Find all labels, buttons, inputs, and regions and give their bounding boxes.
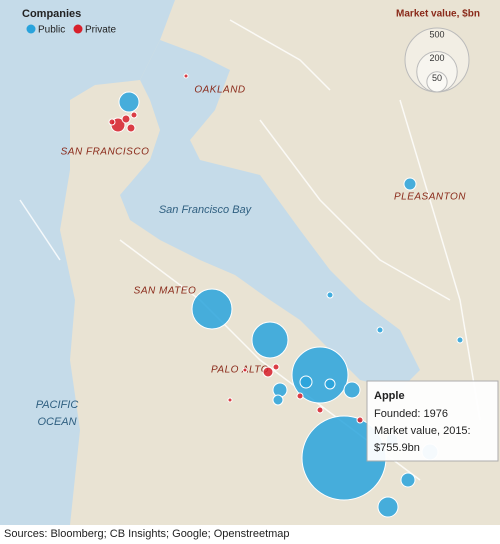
bubbles — [108, 73, 464, 518]
tooltip-title: Apple — [374, 390, 405, 402]
water-label: PACIFIC — [36, 399, 79, 411]
road — [19, 19, 481, 481]
company-bubble — [456, 336, 464, 344]
tooltip-box — [366, 380, 499, 462]
size-legend: Market value, $bn 500 200 50 — [396, 9, 480, 93]
company-bubble — [121, 114, 131, 124]
legend-swatch — [26, 24, 36, 34]
place-label: SAN MATEO — [134, 286, 197, 297]
company-bubble — [356, 416, 364, 424]
water-label: OCEAN — [37, 416, 76, 428]
size-legend-label: 500 — [429, 29, 444, 39]
water-label: San Francisco Bay — [159, 204, 253, 216]
legend-swatch — [73, 24, 83, 34]
company-bubble — [326, 291, 334, 299]
tooltip-line: Market value, 2015: — [374, 425, 471, 437]
company-bubble — [324, 378, 336, 390]
company-bubble — [272, 363, 280, 371]
size-legend-label: 200 — [429, 53, 444, 63]
company-bubble — [299, 375, 313, 389]
company-bubble — [376, 326, 384, 334]
company-bubble — [183, 73, 189, 79]
company-bubble — [242, 367, 248, 373]
company-bubble — [130, 111, 138, 119]
company-bubble — [377, 496, 399, 518]
company-bubble — [251, 321, 289, 359]
company-bubble — [403, 177, 417, 191]
company-bubble — [227, 397, 233, 403]
company-bubble — [343, 381, 361, 399]
company-bubble — [191, 288, 233, 330]
company-bubble — [108, 118, 116, 126]
tooltip-line: Founded: 1976 — [374, 408, 448, 420]
bay — [120, 40, 420, 390]
company-bubble — [296, 392, 304, 400]
source: Sources: Bloomberg; CB Insights; Google;… — [4, 528, 290, 540]
company-bubble — [272, 394, 284, 406]
tooltip: Apple Founded: 1976 Market value, 2015: … — [366, 380, 499, 462]
tooltip-line: $755.9bn — [374, 442, 420, 454]
company-bubble — [126, 123, 136, 133]
legend-item: Private — [85, 25, 117, 36]
map: OAKLAND SAN FRANCISCO San Francisco Bay … — [0, 0, 500, 525]
size-legend-circle — [426, 71, 448, 93]
legend-item: Public — [38, 25, 65, 36]
legend-title: Companies — [22, 8, 81, 20]
company-bubble — [262, 366, 274, 378]
legend: Companies Public Private — [22, 8, 117, 36]
place-label: OAKLAND — [194, 85, 245, 96]
company-bubble — [291, 346, 349, 404]
size-legend-label: 50 — [432, 73, 442, 83]
company-bubble — [316, 406, 324, 414]
place-label: PLEASANTON — [394, 192, 466, 203]
size-legend-title: Market value, $bn — [396, 9, 480, 20]
company-bubble — [118, 91, 140, 113]
place-label: SAN FRANCISCO — [61, 147, 150, 158]
company-bubble — [400, 472, 416, 488]
place-label: PALO ALTO — [211, 365, 269, 376]
ocean — [0, 0, 175, 525]
